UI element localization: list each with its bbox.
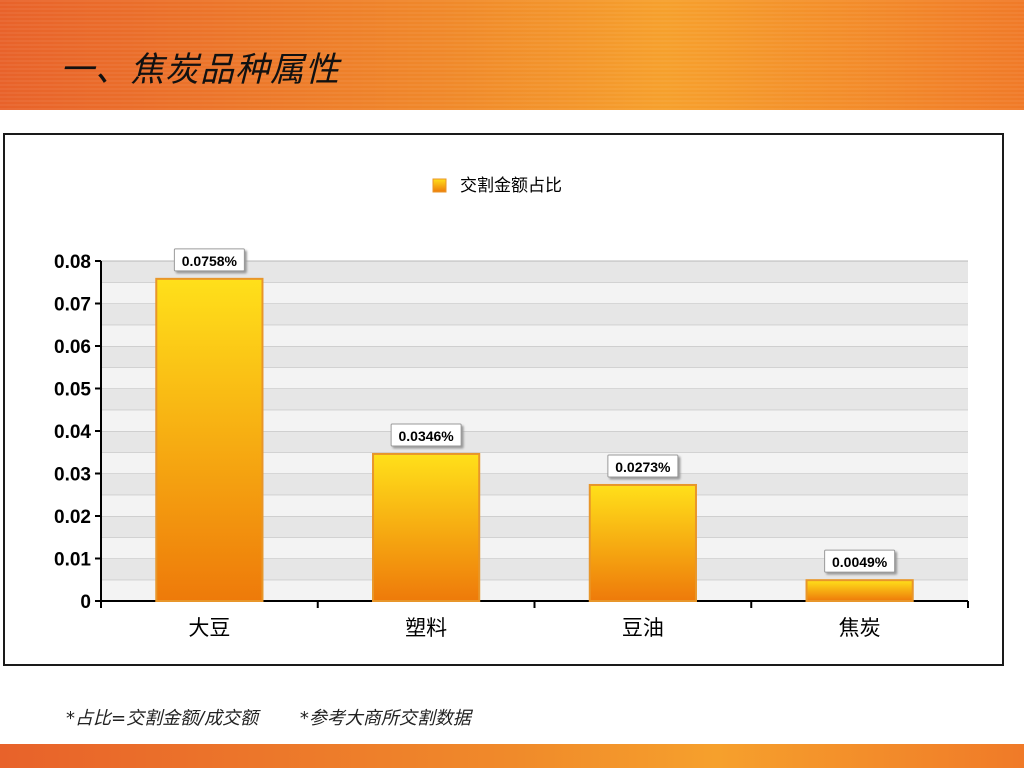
header-band [0, 0, 1024, 110]
legend-swatch [432, 178, 447, 193]
bar [372, 452, 481, 603]
footnote: *占比=交割金额/成交额 *参考大商所交割数据 [66, 704, 471, 730]
grid-band [101, 452, 968, 474]
legend-label: 交割金额占比 [460, 176, 562, 196]
grid-band [101, 346, 968, 368]
x-tick-label: 豆油 [622, 616, 664, 640]
grid-band [101, 431, 968, 453]
chart-panel: 0 0.01 0.02 0.03 0.04 0.05 0.06 0.07 0.08 0.0758%… [3, 133, 1004, 666]
grid-band [101, 261, 968, 283]
data-label-box [824, 549, 896, 573]
x-tick-label: 大豆 [188, 616, 230, 640]
x-tick-label: 焦炭 [839, 616, 881, 640]
data-label: 0.0758% [182, 253, 238, 269]
y-tick-label: 0.06 [54, 337, 91, 358]
y-tick-label: 0.08 [54, 252, 91, 273]
grid-band [101, 282, 968, 304]
y-tick-label: 0.03 [54, 465, 91, 486]
bar [588, 483, 697, 603]
y-tick-label: 0.05 [54, 380, 91, 401]
data-label: 0.0273% [615, 459, 671, 475]
x-tick-label: 塑料 [405, 616, 447, 640]
grid-band [101, 324, 968, 346]
grid-band [101, 409, 968, 431]
y-tick-label: 0.04 [54, 422, 91, 443]
bar [805, 579, 914, 602]
data-label-box [390, 423, 462, 447]
grid-band [101, 558, 968, 580]
grid-band [101, 473, 968, 495]
y-tick-label: 0.07 [54, 295, 91, 316]
y-tick-label: 0.02 [54, 507, 91, 528]
data-label: 0.0049% [832, 554, 888, 570]
grid-band [101, 516, 968, 538]
grid-band [101, 537, 968, 559]
footer-band [0, 744, 1024, 768]
bar-chart: 0 0.01 0.02 0.03 0.04 0.05 0.06 0.07 0.08 0.0758%… [54, 176, 969, 640]
y-tick-label: 0.01 [54, 550, 91, 571]
y-tick-label: 0 [80, 592, 91, 613]
data-label-box [607, 454, 679, 478]
footnote-ratio-definition: *占比=交割金额/成交额 [66, 708, 259, 729]
bar [155, 277, 264, 602]
grid-band [101, 303, 968, 325]
data-label-box [173, 248, 245, 272]
data-label: 0.0346% [398, 428, 454, 444]
grid-band [101, 367, 968, 389]
grid-band [101, 494, 968, 516]
slide-title: 一、焦炭品种属性 [60, 50, 340, 90]
footnote-data-source: *参考大商所交割数据 [299, 708, 471, 729]
grid-band [101, 579, 968, 601]
grid-band [101, 388, 968, 410]
